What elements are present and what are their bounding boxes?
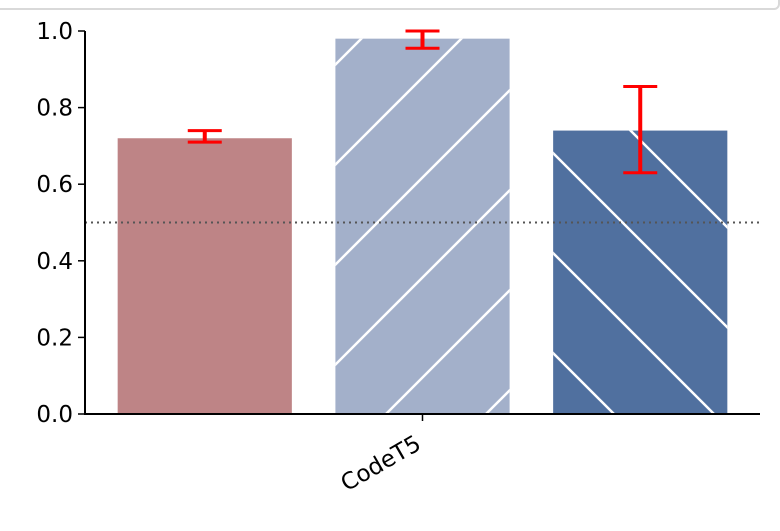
bar-hatch-3 [553,130,728,414]
x-tick-label-0: CodeT5 [337,431,426,497]
y-tick-label-5: 1.0 [36,19,73,45]
y-tick-label-2: 0.4 [36,249,73,275]
bar-1 [117,138,292,415]
y-tick-label-3: 0.6 [36,172,73,198]
y-tick-label-1: 0.2 [36,325,73,351]
bar-hatch-2 [335,38,510,414]
y-tick-label-4: 0.8 [36,96,73,122]
error-bars-layer [187,29,658,175]
y-tick-label-0: 0.0 [36,402,73,428]
bars-layer [117,38,728,415]
panel-border [0,0,780,10]
